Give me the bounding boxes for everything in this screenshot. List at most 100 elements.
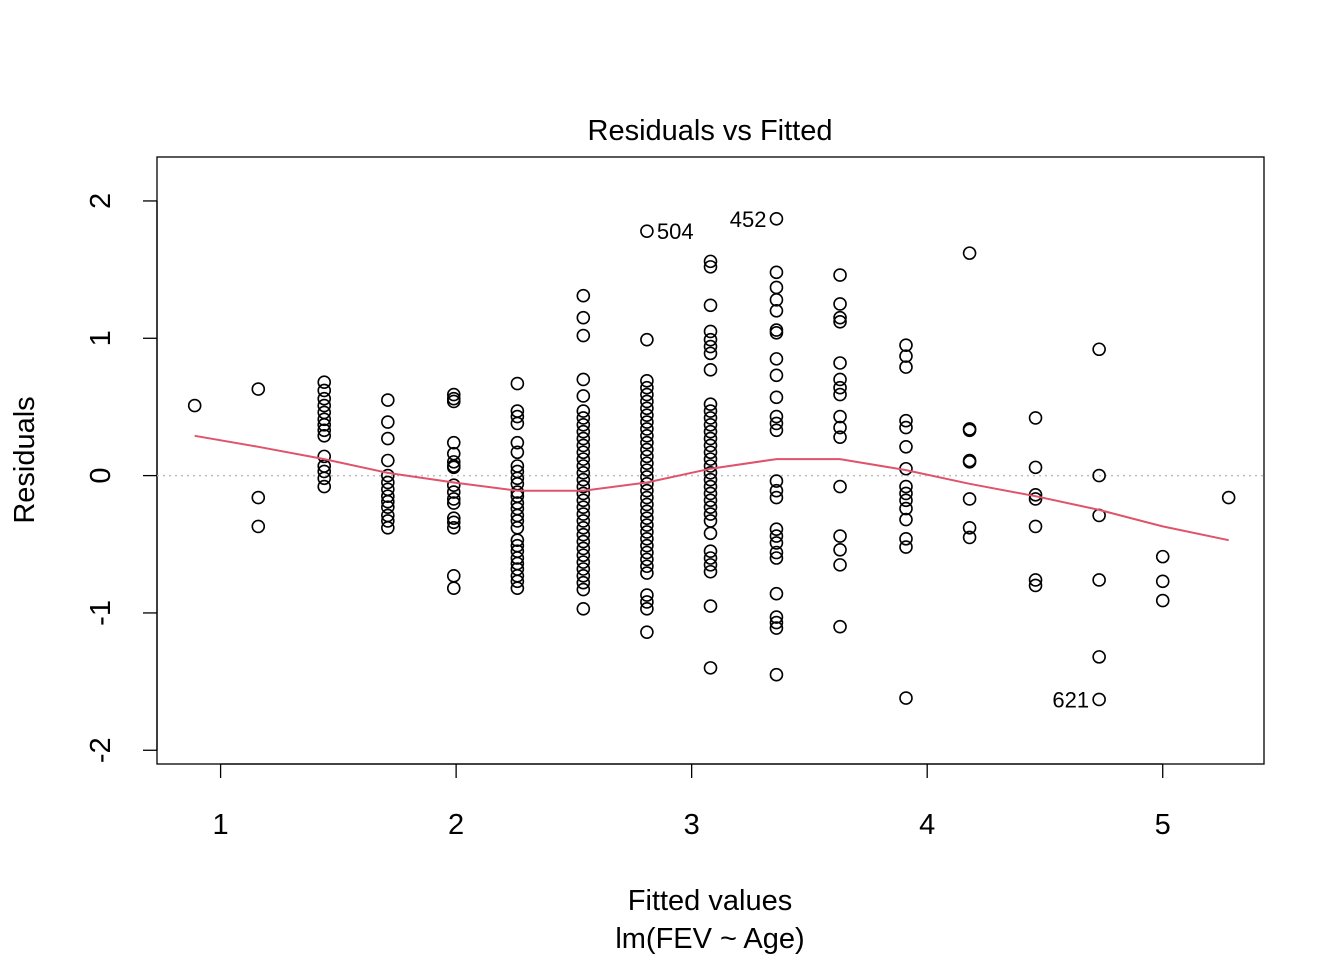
data-point [640, 408, 654, 422]
data-point [381, 520, 395, 535]
data-point [317, 383, 332, 398]
data-point [317, 479, 332, 494]
data-point [576, 493, 591, 508]
y-tick-label: 1 [85, 330, 117, 346]
data-point [769, 409, 784, 424]
data-point [317, 471, 332, 486]
data-point [769, 529, 784, 543]
x-tick-label: 4 [919, 809, 935, 841]
data-point [576, 404, 591, 418]
data-point [640, 332, 654, 347]
data-point [769, 610, 784, 624]
data-point [703, 332, 718, 347]
data-point [769, 293, 784, 307]
data-point [899, 413, 913, 428]
data-point [703, 564, 718, 579]
data-point [1155, 574, 1170, 589]
data-point [833, 420, 847, 435]
chart-title: Residuals vs Fitted [588, 115, 833, 147]
data-point [576, 417, 591, 432]
x-axis-label: Fitted values [628, 885, 792, 917]
data-point [446, 511, 461, 525]
data-point [446, 581, 461, 596]
y-tick-label: -1 [85, 600, 117, 626]
data-point [703, 500, 718, 514]
data-point [833, 387, 847, 402]
data-point [317, 412, 332, 427]
data-point [510, 485, 525, 499]
data-point [576, 445, 591, 460]
data-point [317, 423, 332, 438]
data-point [833, 314, 847, 329]
data-point [703, 438, 718, 453]
data-point [1028, 578, 1043, 593]
x-tick-label: 1 [213, 809, 229, 841]
data-point [640, 497, 654, 512]
data-point [703, 339, 718, 354]
data-point [1028, 411, 1043, 425]
point-label: 621 [1052, 687, 1089, 712]
data-point [1155, 549, 1170, 564]
data-point [769, 280, 784, 295]
residual-points [187, 211, 1236, 707]
data-point [446, 485, 461, 499]
data-point [703, 599, 718, 613]
data-point [381, 415, 395, 429]
data-point [1092, 650, 1106, 664]
data-point [446, 387, 461, 402]
data-point [576, 541, 591, 556]
data-point [703, 411, 718, 425]
data-point [576, 438, 591, 453]
data-point [703, 346, 718, 361]
data-point [576, 548, 591, 563]
data-point [769, 325, 784, 340]
data-point [446, 496, 461, 510]
data-point [703, 254, 718, 269]
data-point [640, 625, 654, 639]
y-tick-label: -2 [85, 737, 117, 763]
data-point [381, 468, 395, 483]
data-point [833, 479, 847, 494]
data-point [576, 372, 591, 387]
data-point [1092, 342, 1106, 357]
data-point [576, 472, 591, 487]
data-point [703, 260, 718, 274]
data-point [703, 661, 718, 675]
data-point [962, 246, 977, 260]
data-point [510, 574, 525, 589]
data-point [576, 486, 591, 501]
data-point [640, 428, 654, 443]
data-point [703, 459, 718, 473]
data-point [576, 555, 591, 569]
smooth-line [194, 434, 1229, 542]
data-point [640, 511, 654, 525]
data-point [576, 452, 591, 466]
data-point [703, 404, 718, 418]
data-point [769, 545, 784, 560]
data-point [640, 483, 654, 498]
y-tick-label: 2 [85, 193, 117, 209]
data-point [510, 376, 525, 391]
data-point [446, 460, 461, 475]
data-point [769, 667, 784, 682]
data-point [640, 394, 654, 409]
data-point [576, 507, 591, 521]
x-tick-label: 5 [1155, 809, 1171, 841]
data-point [640, 456, 654, 471]
data-point [833, 542, 847, 557]
data-point [381, 475, 395, 490]
data-point [1028, 519, 1043, 534]
data-point [703, 493, 718, 508]
data-point [576, 411, 591, 425]
data-point [769, 621, 784, 635]
data-point [576, 466, 591, 480]
data-point [446, 435, 461, 450]
data-point [703, 514, 718, 528]
labeled-data-point [640, 224, 654, 238]
data-point [703, 558, 718, 572]
data-point [381, 482, 395, 497]
data-point [640, 387, 654, 402]
data-point [703, 431, 718, 446]
data-point [640, 490, 654, 505]
